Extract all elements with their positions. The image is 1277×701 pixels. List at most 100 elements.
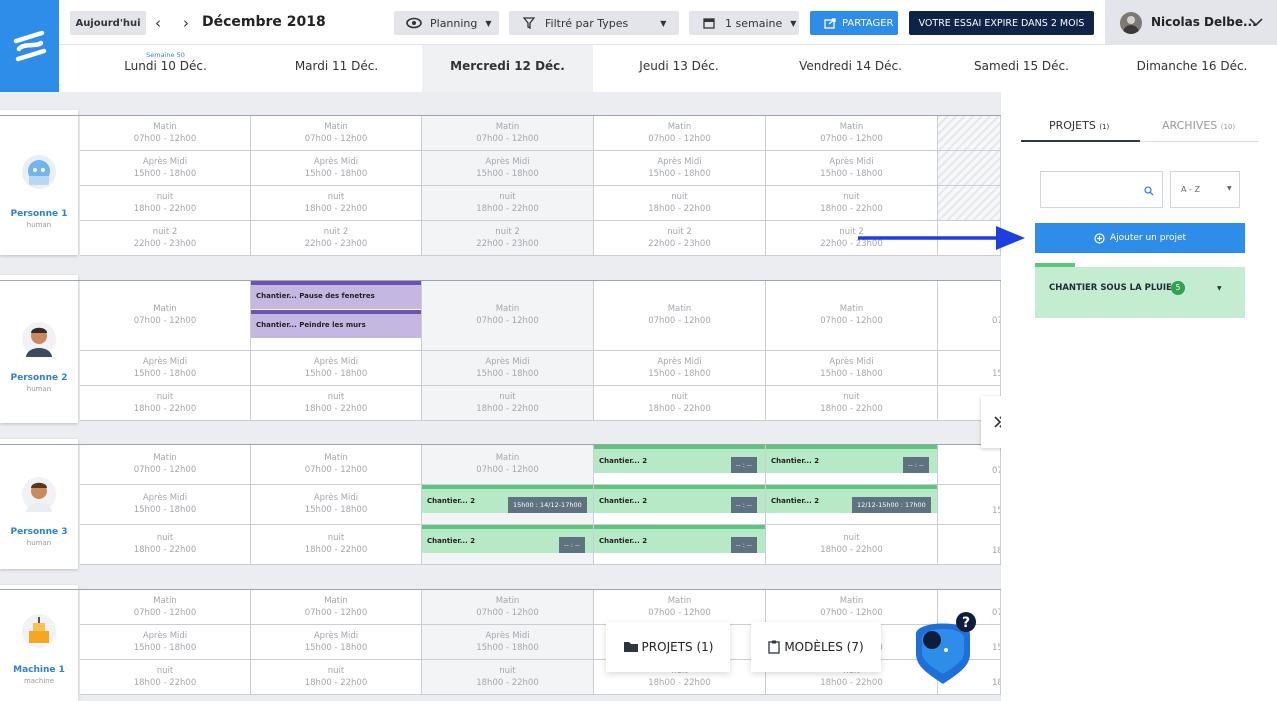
day-header-row: Semaine 50 Lundi 10 Déc. Mardi 11 Déc. M… bbox=[59, 45, 1277, 92]
today-button[interactable]: Aujourd'hui bbox=[70, 11, 146, 35]
projects-float-button[interactable]: PROJETS (1) bbox=[606, 622, 730, 672]
day-header: Mardi 11 Déc. bbox=[251, 45, 422, 92]
slot-cell[interactable]: Matin 07h00 - 12h00 bbox=[766, 590, 938, 625]
prev-week-icon[interactable]: ‹ bbox=[155, 14, 161, 32]
add-project-label: Ajouter un projet bbox=[1109, 233, 1187, 243]
app-logo[interactable] bbox=[0, 0, 59, 92]
slot-cell[interactable]: Matin 07h00 - 12h00 bbox=[594, 281, 766, 351]
slot-cell[interactable]: Matin 07h00 - 12h00 bbox=[766, 281, 938, 351]
slot-cell[interactable]: Matin 07h00 - 12h00 bbox=[594, 590, 766, 625]
view-select[interactable]: Planning ▼ bbox=[394, 11, 499, 35]
day-label: Vendredi 14 Déc. bbox=[799, 59, 902, 73]
resource-name: Personne 2 bbox=[10, 373, 68, 383]
slot-cell[interactable]: Matin 07h00 - 12h00 bbox=[251, 116, 422, 151]
task-time-badge: -- : -- bbox=[731, 537, 757, 553]
day-header: Semaine 50 Lundi 10 Déc. bbox=[80, 45, 251, 92]
tab-archives[interactable]: ARCHIVES (10) bbox=[1162, 119, 1236, 132]
resource-name: Machine 1 bbox=[13, 665, 65, 675]
user-menu[interactable]: Nicolas Delbe... bbox=[1105, 0, 1277, 45]
slot-cell[interactable]: Matin 07h00 - 12h00 bbox=[422, 281, 594, 351]
slot-cell[interactable]: 15 bbox=[938, 485, 1001, 525]
resource-card[interactable]: Personne 2 human bbox=[0, 275, 78, 423]
slot-cell[interactable]: Matin 07h00 - 12h00 bbox=[766, 116, 938, 151]
slot-cell[interactable]: 07 bbox=[938, 445, 1001, 485]
slot-cell[interactable]: nuit 2 22h00 - 23h00 bbox=[80, 221, 251, 256]
arrow-annotation-icon bbox=[858, 226, 1025, 250]
sort-select-label: A - Z bbox=[1181, 185, 1200, 194]
day-header: Samedi 15 Déc. bbox=[936, 45, 1107, 92]
trial-banner[interactable]: VOTRE ESSAI EXPIRE DANS 2 MOIS bbox=[909, 11, 1094, 35]
slot-cell[interactable]: nuit 2 22h00 - 23h00 bbox=[422, 221, 594, 256]
help-widget[interactable]: ? bbox=[912, 612, 982, 686]
slot-cell[interactable]: Matin 07h00 - 12h00 bbox=[422, 590, 594, 625]
resource-card[interactable]: Personne 3 human bbox=[0, 439, 78, 569]
filter-select[interactable]: Filtré par Types ▼ bbox=[509, 11, 679, 35]
slot-cell[interactable]: 07 bbox=[938, 281, 1001, 351]
slot-cell[interactable]: Matin 07h00 - 12h00 bbox=[80, 590, 251, 625]
resource-card[interactable]: Machine 1 machine bbox=[0, 585, 78, 701]
slot-cell[interactable]: Matin 07h00 - 12h00 bbox=[422, 445, 594, 485]
task-block[interactable]: Chantier... Peindre les murs bbox=[251, 310, 421, 338]
period-select[interactable]: 1 semaine ▼ bbox=[689, 11, 799, 35]
next-week-icon[interactable]: › bbox=[183, 14, 189, 32]
slot-cell[interactable]: nuit 2 22h00 - 23h00 bbox=[594, 221, 766, 256]
slot-cell[interactable]: 15 bbox=[938, 351, 1001, 386]
add-project-button[interactable]: Ajouter un projet bbox=[1035, 223, 1245, 253]
slot-cell[interactable]: Matin 07h00 - 12h00 bbox=[80, 116, 251, 151]
day-header: Dimanche 16 Déc. bbox=[1107, 45, 1277, 92]
slot-cell[interactable]: Matin 07h00 - 12h00 bbox=[80, 281, 251, 351]
slot-cell[interactable]: Matin 07h00 - 12h00 bbox=[80, 445, 251, 485]
models-float-button[interactable]: MODÈLES (7) bbox=[751, 622, 881, 672]
task-block[interactable]: Chantier... Pause des fenetres bbox=[251, 281, 421, 309]
day-label: Mardi 11 Déc. bbox=[294, 59, 379, 73]
calendar-icon bbox=[703, 18, 715, 29]
sort-select[interactable]: A - Z ▼ bbox=[1170, 171, 1240, 208]
share-button[interactable]: PARTAGER bbox=[810, 11, 898, 35]
slot-cell[interactable]: nuit 2 22h00 - 23h00 bbox=[251, 221, 422, 256]
slot-cell[interactable]: Matin 07h00 - 12h00 bbox=[422, 116, 594, 151]
project-card[interactable]: CHANTIER SOUS LA PLUIE 5 ▼ bbox=[1035, 267, 1245, 318]
slot-cell[interactable]: 18 bbox=[938, 525, 1001, 565]
slot-cell[interactable]: Matin 07h00 - 12h00 bbox=[594, 116, 766, 151]
resource-card[interactable]: Personne 1 human bbox=[0, 110, 78, 255]
slot-cell[interactable]: Matin 07h00 - 12h00 bbox=[251, 445, 422, 485]
slot-cell-blocked[interactable] bbox=[938, 151, 1001, 186]
slot-cell-blocked[interactable] bbox=[938, 116, 1001, 151]
chevron-down-icon[interactable]: ▼ bbox=[1217, 285, 1222, 292]
tab-projects[interactable]: PROJETS (1) bbox=[1049, 119, 1110, 132]
slot-cell-blocked[interactable] bbox=[938, 186, 1001, 221]
slot-cell[interactable]: Matin 07h00 - 12h00 bbox=[251, 590, 422, 625]
project-search-input[interactable] bbox=[1040, 171, 1163, 208]
